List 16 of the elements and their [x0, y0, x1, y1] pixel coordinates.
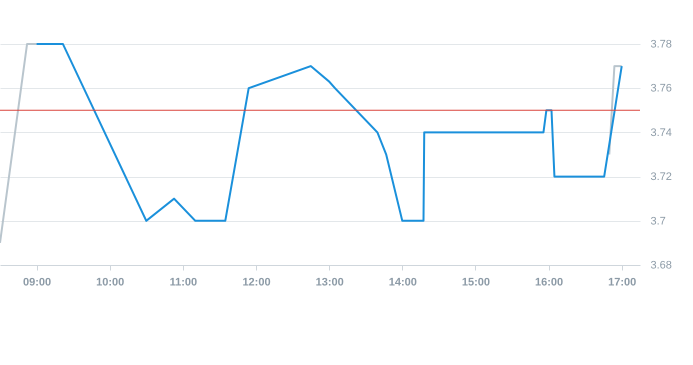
x-tick-label: 17:00 — [608, 276, 636, 288]
y-tick-label: 3.7 — [650, 215, 666, 228]
y-tick-label: 3.78 — [650, 38, 672, 50]
y-tick-label: 3.76 — [650, 82, 672, 95]
y-tick-label: 3.74 — [650, 126, 672, 139]
x-tick-label: 13:00 — [316, 276, 344, 288]
y-tick-label: 3.72 — [650, 171, 672, 184]
x-tick-label: 15:00 — [462, 276, 490, 288]
x-tick-label: 14:00 — [388, 276, 417, 288]
x-tick-label: 16:00 — [535, 276, 564, 288]
x-tick-label: 11:00 — [170, 276, 198, 288]
x-tick-label: 09:00 — [23, 276, 52, 288]
x-tick-label: 10:00 — [96, 276, 124, 288]
y-tick-label: 3.68 — [650, 260, 672, 272]
line-series — [36, 43, 623, 222]
x-tick-label: 12:00 — [242, 276, 271, 288]
